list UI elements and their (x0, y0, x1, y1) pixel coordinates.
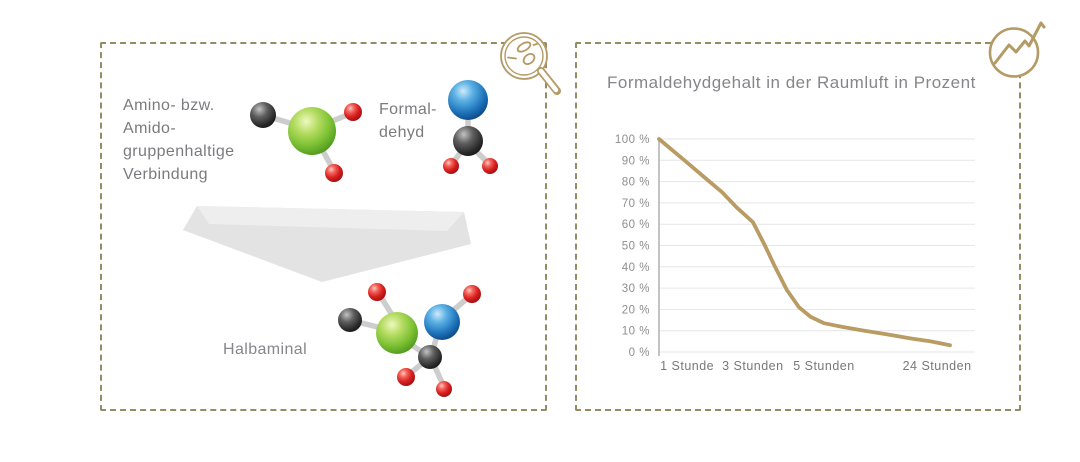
x-tick-label: 3 Stunden (722, 359, 784, 373)
y-tick-label: 0 % (629, 347, 650, 359)
y-tick-label: 100 % (615, 134, 650, 146)
x-tick-label: 24 Stunden (903, 359, 972, 373)
y-tick-label: 40 % (622, 262, 650, 274)
y-tick-label: 20 % (622, 304, 650, 316)
y-tick-label: 30 % (622, 283, 650, 295)
chart-svg: 100 % 90 % 80 % 70 % 60 % 50 % 40 % 30 % 20 % 10 … (615, 134, 975, 373)
formaldehyde-label: Formal- dehyd (379, 101, 437, 141)
data-line (657, 137, 952, 348)
y-tick-label: 80 % (622, 177, 650, 189)
y-tick-label: 70 % (622, 198, 650, 210)
x-tick-label: 5 Stunden (793, 359, 855, 373)
x-tick-label: 1 Stunde (660, 359, 714, 373)
y-tick-label: 10 % (622, 326, 650, 338)
reaction-panel: Amino- bzw. Amido- gruppenhaltige Verbin… (100, 42, 547, 411)
y-tick-label: 60 % (622, 219, 650, 231)
y-tick-label: 90 % (622, 155, 650, 167)
product-label: Halbaminal (223, 341, 308, 358)
y-tick-label: 50 % (622, 241, 650, 253)
formaldehyde-line-chart: 100 % 90 % 80 % 70 % 60 % 50 % 40 % 30 % 20 % 10 … (577, 44, 1023, 413)
chart-panel: Formaldehydgehalt in der Raumluft in Pro… (575, 42, 1021, 411)
compound-label: Amino- bzw. Amido- gruppenhaltige Verbin… (123, 97, 235, 183)
chart-title: Formaldehydgehalt in der Raumluft in Pro… (607, 73, 976, 92)
